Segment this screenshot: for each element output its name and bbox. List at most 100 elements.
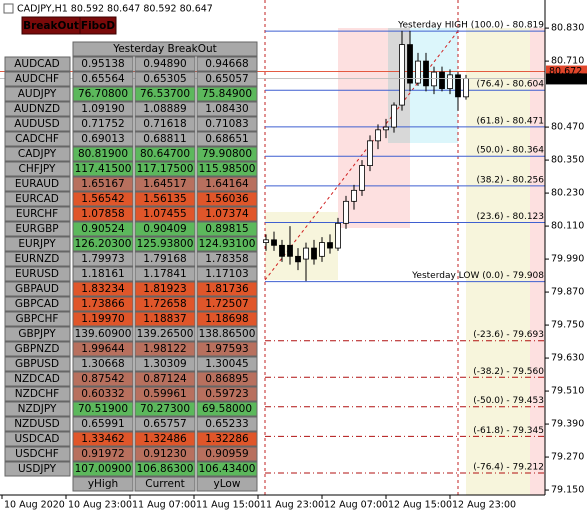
value-cell bbox=[72, 371, 134, 387]
value-label: 76.70800 bbox=[78, 88, 128, 100]
value-cell bbox=[196, 146, 258, 162]
symbol-label: GBPCAD bbox=[15, 298, 59, 310]
value-label: 1.83234 bbox=[81, 283, 125, 295]
value-label: 0.68811 bbox=[143, 133, 186, 145]
value-cell bbox=[72, 191, 134, 207]
value-cell bbox=[134, 206, 196, 222]
symbol-cell bbox=[4, 236, 71, 252]
y-tick-label: 80.110 bbox=[551, 221, 584, 232]
value-cell bbox=[134, 416, 196, 432]
value-cell bbox=[134, 116, 196, 132]
y-tick-label: 79.990 bbox=[551, 254, 584, 265]
value-label: 0.94668 bbox=[205, 58, 248, 70]
symbol-cell bbox=[4, 116, 71, 132]
symbol-label: AUDCAD bbox=[14, 58, 60, 70]
value-cell bbox=[196, 296, 258, 312]
symbol-cell bbox=[4, 146, 71, 162]
symbol-cell bbox=[4, 446, 71, 462]
x-tick-label: 10 Aug 2020 bbox=[4, 500, 65, 511]
symbol-cell bbox=[4, 131, 71, 147]
value-cell bbox=[72, 251, 134, 267]
value-label: 1.30309 bbox=[143, 358, 186, 370]
fibo-trendline bbox=[264, 30, 459, 281]
button-label[interactable]: FiboD bbox=[81, 20, 116, 32]
candle-body bbox=[351, 189, 357, 202]
symbol-cell bbox=[4, 71, 71, 87]
value-label: 1.30668 bbox=[81, 358, 124, 370]
symbol-label: EURCHF bbox=[16, 208, 58, 220]
candle-body bbox=[455, 74, 461, 98]
value-cell bbox=[134, 296, 196, 312]
symbol-label: NZDCAD bbox=[14, 373, 60, 385]
value-label: 0.65564 bbox=[81, 73, 125, 85]
candle-body bbox=[367, 140, 373, 166]
candle-body bbox=[423, 60, 429, 87]
value-cell bbox=[196, 416, 258, 432]
value-cell bbox=[134, 341, 196, 357]
value-cell bbox=[134, 386, 196, 402]
zone bbox=[466, 28, 530, 495]
button[interactable] bbox=[79, 16, 117, 35]
candle-body bbox=[463, 78, 469, 98]
chart-title: CADJPY,H1 80.592 80.647 80.592 80.647 bbox=[17, 4, 213, 15]
value-label: 115.98500 bbox=[199, 163, 256, 175]
value-label: 0.90959 bbox=[205, 448, 248, 460]
x-tick-label: 11 Aug 15:00 bbox=[196, 500, 260, 511]
button-label[interactable]: BreakOut bbox=[23, 20, 79, 32]
value-cell bbox=[134, 191, 196, 207]
value-label: 1.07858 bbox=[81, 208, 124, 220]
symbol-cell bbox=[4, 401, 71, 417]
footer-cell bbox=[196, 476, 258, 492]
y-tick-label: 79.870 bbox=[551, 287, 584, 298]
fibo-label: (50.0) - 80.364 bbox=[476, 146, 544, 156]
panel-header bbox=[72, 41, 258, 57]
value-cell bbox=[196, 86, 258, 102]
value-cell bbox=[196, 341, 258, 357]
value-cell bbox=[134, 146, 196, 162]
candle-body bbox=[303, 247, 309, 260]
candle-body bbox=[415, 60, 421, 84]
value-cell bbox=[134, 371, 196, 387]
candle-body bbox=[287, 244, 293, 257]
value-label: 1.64164 bbox=[205, 178, 249, 190]
symbol-label: EURAUD bbox=[15, 178, 59, 190]
symbol-cell bbox=[4, 341, 71, 357]
value-cell bbox=[196, 371, 258, 387]
value-cell bbox=[72, 71, 134, 87]
x-tick-label: 12 Aug 23:00 bbox=[452, 500, 516, 511]
zone bbox=[265, 212, 338, 280]
candle-body bbox=[447, 74, 453, 89]
value-label: 1.17841 bbox=[143, 268, 186, 280]
value-cell bbox=[196, 461, 258, 477]
value-label: 0.87124 bbox=[143, 373, 187, 385]
symbol-cell bbox=[4, 461, 71, 477]
value-cell bbox=[196, 386, 258, 402]
value-cell bbox=[196, 116, 258, 132]
symbol-label: CHFJPY bbox=[19, 163, 56, 175]
value-label: 1.56036 bbox=[205, 193, 249, 205]
symbol-label: USDJPY bbox=[18, 463, 57, 475]
footer-label: Current bbox=[145, 478, 184, 490]
value-cell bbox=[196, 431, 258, 447]
value-cell bbox=[196, 206, 258, 222]
y-tick-label: 79.270 bbox=[551, 452, 584, 463]
value-cell bbox=[196, 311, 258, 327]
chart-icon[interactable] bbox=[3, 3, 14, 14]
value-cell bbox=[134, 281, 196, 297]
symbol-cell bbox=[4, 296, 71, 312]
value-cell bbox=[134, 71, 196, 87]
value-label: 106.86300 bbox=[137, 463, 194, 475]
fibo-label: (-76.4) - 79.212 bbox=[473, 463, 544, 473]
y-tick-label: 79.630 bbox=[551, 353, 584, 364]
y-tick-label: 80.230 bbox=[551, 188, 584, 199]
value-label: 117.17500 bbox=[137, 163, 194, 175]
symbol-label: NZDJPY bbox=[18, 403, 57, 415]
value-label: 139.26500 bbox=[137, 328, 194, 340]
value-label: 1.32486 bbox=[143, 433, 187, 445]
value-label: 1.18161 bbox=[81, 268, 124, 280]
value-label: 0.60332 bbox=[81, 388, 124, 400]
y-tick-label: 80.830 bbox=[551, 23, 584, 34]
value-cell bbox=[134, 446, 196, 462]
value-label: 106.43400 bbox=[199, 463, 256, 475]
